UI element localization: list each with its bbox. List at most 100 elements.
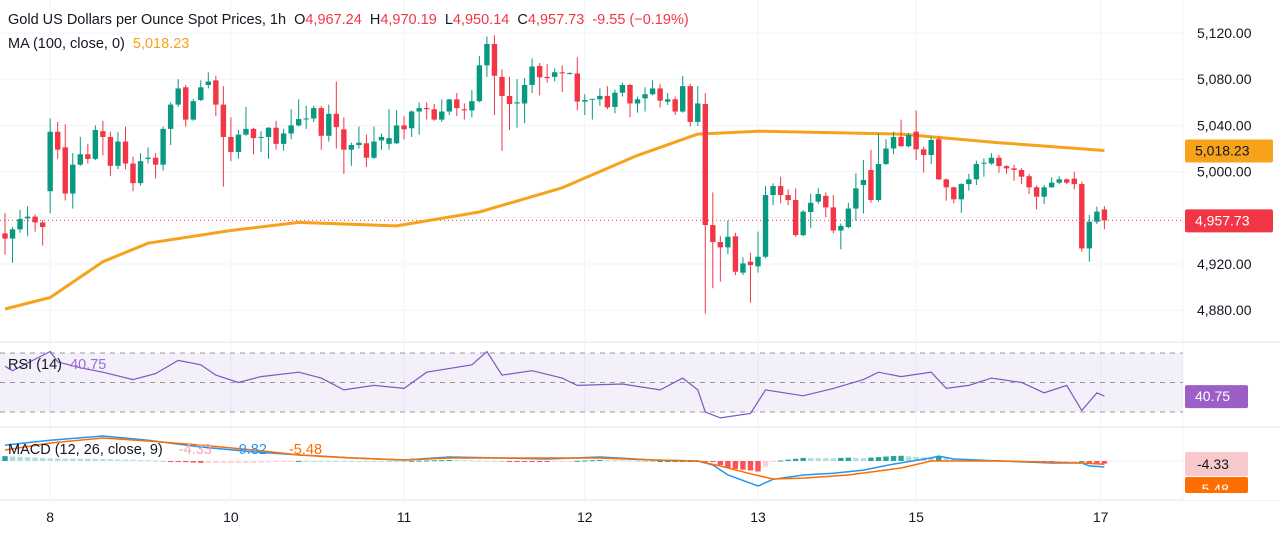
macd-histogram-bar (303, 460, 309, 462)
macd-legend[interactable]: MACD (12, 26, close, 9) -4.33 -9.82 -5.4… (8, 442, 326, 458)
macd-histogram-bar (1101, 461, 1108, 464)
candle (1033, 185, 1040, 210)
candle-body (303, 118, 309, 120)
candle-body (823, 195, 829, 208)
macd-histogram-bar (612, 460, 618, 462)
candle-body (792, 200, 799, 236)
candle (439, 99, 445, 122)
candle (295, 99, 302, 127)
ma-legend[interactable]: MA (100, close, 0) 5,018.23 (8, 36, 193, 52)
price-axis-label: 5,120.00 (1197, 25, 1252, 41)
macd-histogram-bar (619, 460, 626, 462)
candle-body (401, 125, 407, 130)
macd-signal-label-bg (1185, 477, 1248, 493)
rsi-value-label-bg (1185, 385, 1248, 409)
candle-body (717, 242, 724, 248)
candle-body (491, 43, 498, 76)
macd-histogram-bar (951, 458, 957, 461)
rsi-legend[interactable]: RSI (14) 40.75 (8, 357, 110, 373)
candle-body (356, 142, 362, 146)
candle (649, 80, 656, 96)
candle-body (311, 108, 317, 119)
macd-histogram-bar (152, 460, 159, 462)
rsi-value-label: 40.75 (1195, 388, 1230, 404)
macd-histogram-bar (808, 458, 814, 461)
candle (567, 72, 573, 75)
candle-body (981, 162, 987, 164)
candle-body (39, 222, 46, 228)
candle (1094, 206, 1100, 225)
candle (589, 98, 596, 120)
candle (1064, 178, 1070, 185)
candle (484, 36, 490, 77)
candle-body (1033, 187, 1040, 197)
candle-body (213, 80, 219, 105)
candle (115, 131, 121, 170)
candle-body (928, 139, 934, 155)
candle (521, 78, 528, 124)
macd-histogram-bar (1086, 461, 1093, 464)
macd-histogram-bar (860, 458, 867, 461)
candle-body (250, 128, 257, 139)
candle-body (288, 125, 294, 134)
candle (725, 220, 731, 255)
macd-histogram-bar (55, 458, 61, 461)
candle (55, 121, 61, 159)
candle (740, 257, 746, 276)
macd-histogram-bar (597, 459, 603, 461)
macd-histogram-bar (288, 461, 294, 462)
candle-body (695, 103, 701, 122)
macd-histogram-bar (762, 461, 769, 467)
macd-histogram-bar (785, 459, 791, 461)
macd-histogram-bar (634, 460, 641, 462)
candle (536, 63, 543, 96)
candle-body (469, 101, 475, 111)
candle (32, 214, 38, 232)
candle (423, 102, 430, 120)
candle (137, 153, 144, 186)
candle-body (830, 207, 836, 231)
candle-body (521, 84, 528, 104)
candle-body (612, 92, 618, 107)
macd-histogram-bar (393, 460, 400, 462)
symbol-title[interactable]: Gold US Dollars per Ounce Spot Prices, 1… (8, 12, 287, 28)
macd-histogram-bar (664, 461, 671, 462)
candle (393, 110, 400, 144)
candle (559, 65, 565, 92)
candle (235, 130, 242, 159)
candle (378, 133, 385, 150)
macd-histogram-bar (627, 460, 633, 462)
macd-histogram-bar (183, 461, 189, 463)
candle (9, 227, 16, 263)
candle-body (1003, 166, 1010, 169)
candle-body (868, 169, 874, 201)
candle-body (642, 94, 648, 99)
candle-body (777, 186, 784, 196)
candle-body (1094, 211, 1100, 222)
macd-histogram-bar (24, 457, 31, 461)
candle-body (1056, 179, 1062, 183)
candle (996, 154, 1002, 173)
candle-body (747, 261, 754, 266)
candle-body (47, 131, 53, 192)
candle-body (973, 163, 980, 180)
ma-legend-label: MA (100, close, 0) (8, 36, 125, 52)
candle (1026, 173, 1032, 195)
candle (499, 69, 505, 151)
rsi-legend-label: RSI (14) (8, 357, 62, 373)
candle (777, 176, 784, 204)
candle-body (943, 179, 949, 188)
candle-body (800, 211, 806, 236)
macd-histogram-bar (657, 461, 663, 462)
rsi-line (4, 350, 1105, 419)
candle (785, 189, 791, 206)
candle (755, 231, 761, 273)
high-label: H (369, 12, 381, 28)
candle (830, 195, 836, 234)
macd-histogram-bar (326, 460, 332, 462)
candle (17, 209, 23, 233)
candle-body (898, 136, 904, 147)
candle-body (514, 102, 520, 104)
macd-histogram-bar (943, 457, 949, 461)
